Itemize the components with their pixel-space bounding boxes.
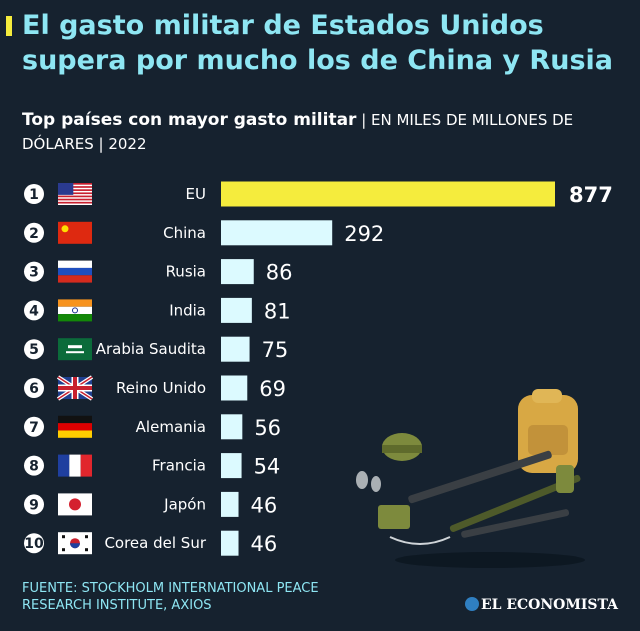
rank-number: 8: [29, 459, 39, 475]
country-label: Francia: [152, 457, 206, 475]
rank-badge: [24, 494, 44, 515]
subtitle-title: Top países con mayor gasto militar: [22, 110, 357, 130]
country-label: Alemania: [136, 418, 206, 436]
country-label: Japón: [163, 495, 206, 513]
rank-number: 4: [29, 303, 39, 319]
country-label: Reino Unido: [116, 379, 206, 397]
value-label: 75: [262, 338, 289, 362]
dog-tag-chain-icon: [389, 536, 451, 545]
country-label: China: [163, 224, 206, 242]
source-line-1: FUENTE: STOCKHOLM INTERNATIONAL PEACE: [22, 581, 319, 596]
country-label: Arabia Saudita: [96, 340, 206, 358]
germany-flag-icon: [58, 415, 92, 438]
rifle-icon: [408, 450, 581, 538]
headline: El gasto militar de Estados Unidos super…: [22, 10, 613, 76]
saudi-arabia-flag-icon: [58, 338, 92, 361]
us-flag-icon: [58, 183, 92, 205]
value-label: 46: [251, 493, 278, 517]
india-flag-icon: [58, 299, 92, 322]
logo-mark-icon: [464, 597, 479, 611]
bar: [221, 491, 239, 517]
rank-number: 1: [29, 187, 39, 203]
rank-badge: [24, 261, 44, 282]
bar: [221, 375, 248, 401]
canteen-icon: [556, 465, 574, 493]
russia-flag-icon: [58, 260, 92, 283]
bar: [221, 453, 242, 479]
value-label: 46: [251, 532, 278, 556]
japan-flag-icon: [58, 493, 92, 516]
helmet-icon: [382, 433, 422, 461]
brand-logo: EL ECONOMISTA: [464, 597, 618, 613]
bar: [221, 297, 252, 323]
backpack-icon: [518, 389, 578, 473]
china-flag-icon: [58, 221, 92, 244]
rank-number: 9: [29, 497, 39, 513]
value-label: 69: [259, 377, 286, 401]
subtitle-units: | EN MILES DE MILLONES DE DÓLARES | 2022: [22, 111, 574, 153]
bar: [221, 530, 239, 556]
rank-number: 7: [29, 420, 39, 436]
source-note: FUENTE: STOCKHOLM INTERNATIONAL PEACE RE…: [22, 580, 319, 614]
south-korea-flag-icon: [58, 532, 92, 555]
rank-number: 2: [29, 226, 39, 242]
country-label: EU: [186, 185, 206, 203]
uk-flag-icon: [56, 375, 94, 401]
country-label: India: [169, 301, 206, 319]
value-label: 54: [254, 455, 281, 479]
rank-badge: [24, 222, 44, 243]
subtitle: Top países con mayor gasto militar | EN …: [22, 108, 622, 156]
brand-name: EL ECONOMISTA: [480, 597, 618, 613]
source-line-2: RESEARCH INSTITUTE, AXIOS: [22, 598, 212, 613]
grenade-icon: [356, 471, 381, 492]
rank-badge: [24, 339, 44, 360]
bar: [221, 414, 243, 440]
rank-number: 3: [29, 265, 39, 281]
rank-number: 6: [29, 381, 39, 397]
value-label: 81: [264, 299, 291, 323]
bar: [221, 181, 555, 207]
bar: [221, 259, 254, 285]
value-label: 56: [254, 416, 281, 440]
rank-number: 5: [29, 342, 39, 358]
rank-badge: [24, 184, 44, 204]
rank-badge: [24, 533, 44, 554]
value-label: 877: [569, 183, 613, 207]
ammo-box-icon: [378, 505, 410, 529]
rank-badge: [24, 416, 44, 437]
rank-badge: [24, 378, 44, 398]
value-label: 292: [344, 222, 384, 246]
value-label: 86: [266, 261, 293, 285]
rank-number: 10: [24, 536, 44, 552]
bar: [221, 220, 333, 246]
rank-badge: [24, 455, 44, 476]
rank-badge: [24, 300, 44, 321]
country-label: Corea del Sur: [104, 534, 206, 552]
france-flag-icon: [58, 454, 92, 477]
military-gear-illustration: [356, 389, 585, 568]
bar: [221, 336, 250, 362]
accent-bar: [6, 16, 12, 36]
country-label: Rusia: [166, 263, 206, 281]
